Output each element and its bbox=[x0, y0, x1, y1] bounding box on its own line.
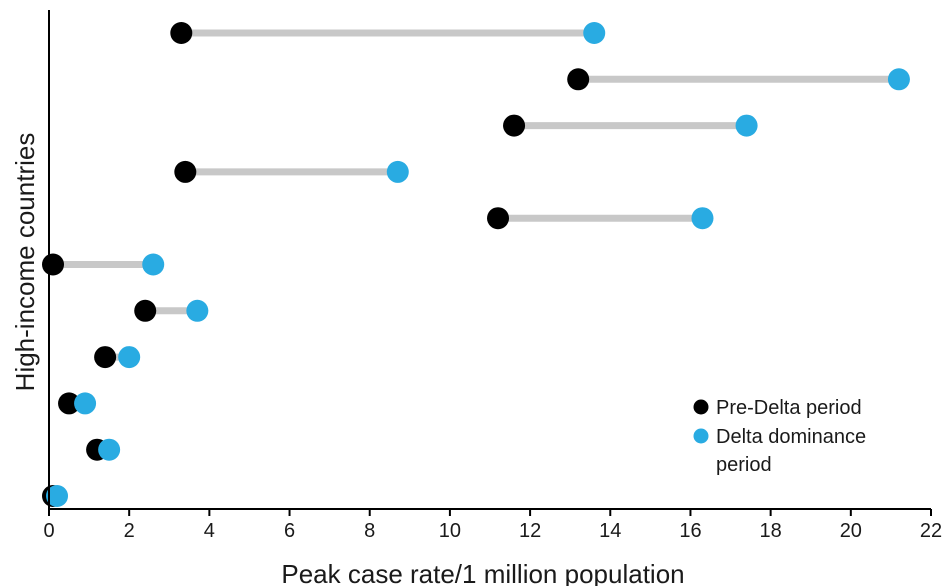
x-tick-label: 18 bbox=[760, 520, 782, 542]
x-tick-label: 10 bbox=[439, 520, 461, 542]
x-tick-label: 6 bbox=[284, 520, 295, 542]
x-axis-title: Peak case rate/1 million population bbox=[281, 559, 684, 586]
pre-delta-point bbox=[58, 392, 81, 415]
connector-lines bbox=[53, 29, 899, 500]
x-tick-label: 8 bbox=[364, 520, 375, 542]
axes: 0 2 4 6 8 10 12 14 16 18 20 22 bbox=[43, 10, 942, 542]
x-tick-label: 14 bbox=[599, 520, 621, 542]
legend-marker bbox=[693, 399, 709, 415]
pre-delta-point bbox=[170, 22, 193, 44]
legend-item-pre-delta: Pre-Delta period bbox=[693, 397, 862, 419]
delta-dominance-point bbox=[386, 160, 409, 183]
pre-delta-point bbox=[174, 160, 197, 183]
delta-dominance-point bbox=[691, 207, 714, 230]
y-axis-title: High-income countries bbox=[10, 133, 40, 392]
pre-delta-point bbox=[94, 346, 117, 369]
delta-dominance-point bbox=[74, 392, 97, 415]
delta-dominance-point bbox=[98, 438, 121, 461]
legend-marker bbox=[693, 428, 709, 444]
x-tick-label: 4 bbox=[204, 520, 215, 542]
x-tick-label: 0 bbox=[43, 520, 54, 542]
delta-dominance-point bbox=[46, 485, 69, 507]
x-tick-label: 20 bbox=[840, 520, 862, 542]
pre-delta-point bbox=[503, 114, 526, 137]
delta-dominance-point bbox=[142, 253, 165, 276]
x-tick-label: 16 bbox=[679, 520, 701, 542]
delta-dominance-point bbox=[887, 68, 910, 91]
delta-dominance-point bbox=[186, 299, 209, 322]
pre-delta-point bbox=[567, 68, 590, 91]
data-points bbox=[42, 22, 910, 507]
pre-delta-point bbox=[134, 299, 157, 322]
legend-label: Pre-Delta period bbox=[716, 397, 862, 419]
x-tick-label: 22 bbox=[920, 520, 942, 542]
legend-item-delta-dominance: Delta dominance period bbox=[693, 426, 866, 476]
pre-delta-point bbox=[487, 207, 510, 230]
pre-delta-point bbox=[42, 253, 65, 276]
legend-label: period bbox=[716, 454, 772, 476]
delta-dominance-point bbox=[118, 346, 141, 369]
delta-dominance-point bbox=[735, 114, 758, 137]
legend-label: Delta dominance bbox=[716, 426, 866, 448]
x-tick-label: 12 bbox=[519, 520, 541, 542]
x-tick-label: 2 bbox=[124, 520, 135, 542]
delta-dominance-point bbox=[583, 22, 606, 44]
legend: Pre-Delta period Delta dominance period bbox=[693, 397, 866, 476]
